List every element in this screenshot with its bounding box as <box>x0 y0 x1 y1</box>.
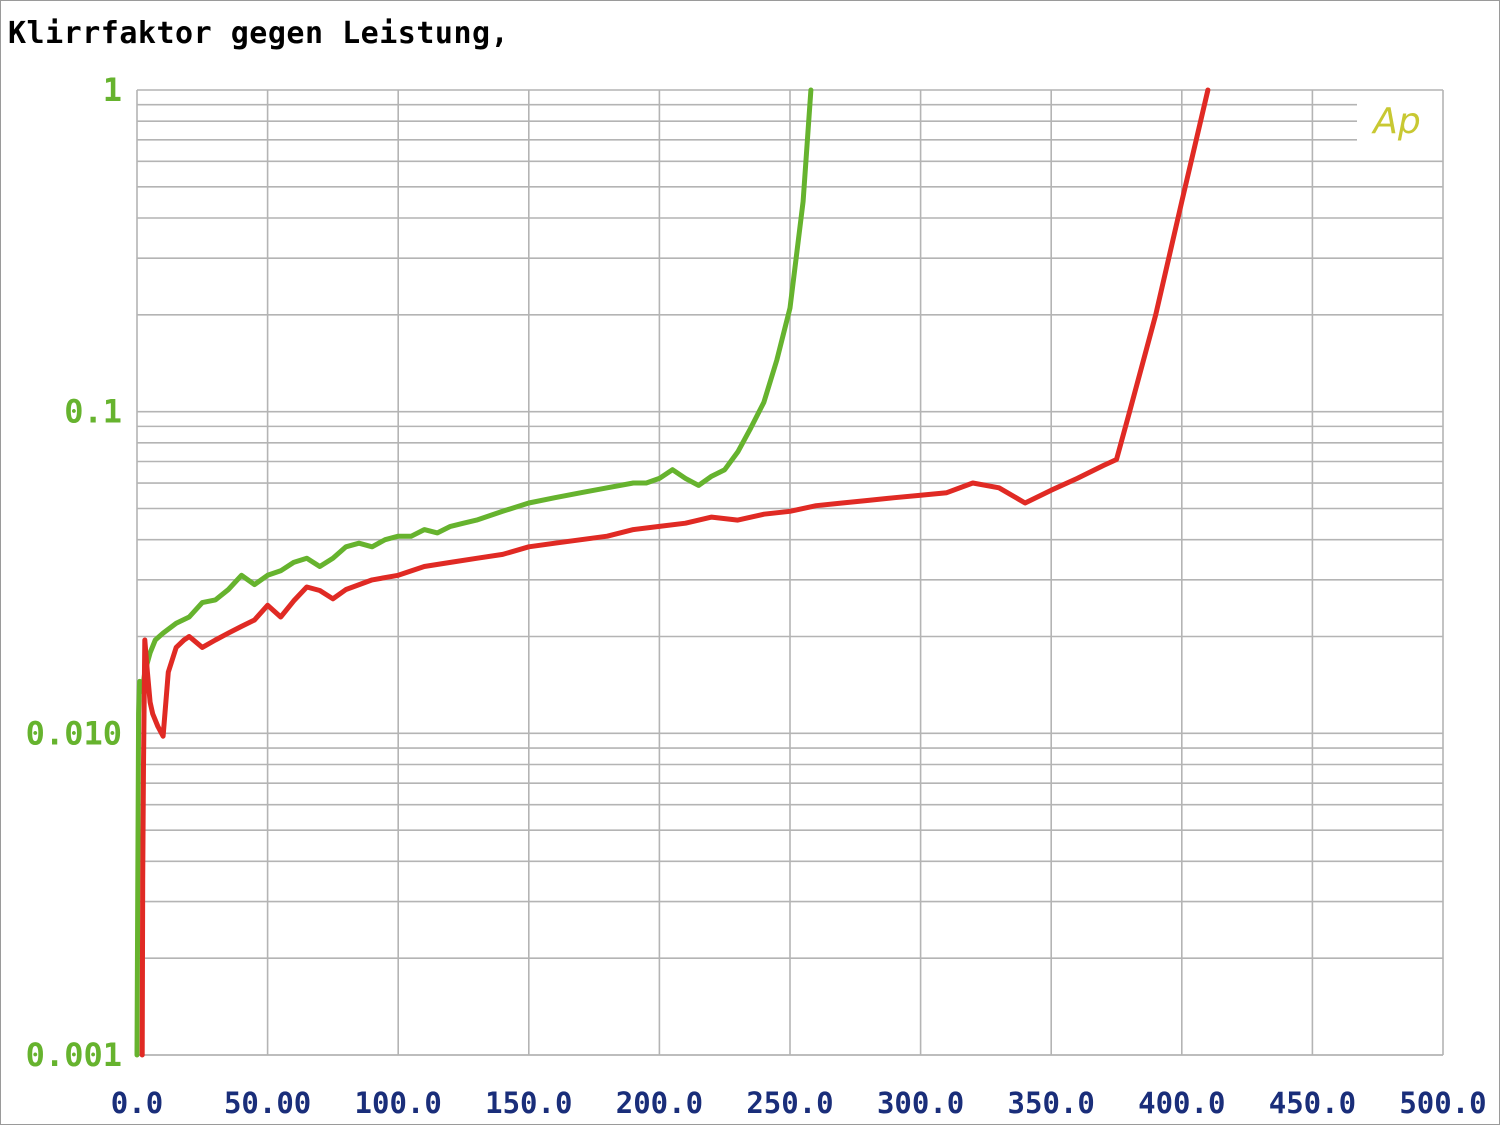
x-tick-label: 0.0 <box>111 1086 163 1120</box>
x-tick-label: 250.0 <box>746 1086 833 1120</box>
y-tick-label: 1 <box>103 71 122 109</box>
x-tick-label: 400.0 <box>1138 1086 1225 1120</box>
chart-series <box>134 87 1211 1058</box>
y-tick-label: 0.001 <box>26 1036 122 1074</box>
x-tick-label: 300.0 <box>877 1086 964 1120</box>
x-tick-label: 100.0 <box>355 1086 442 1120</box>
x-axis-ticks: 0.0 50.00 100.0 150.0 200.0 250.0 300.0 350.0 40… <box>111 1086 1487 1120</box>
y-tick-label: 0.1 <box>64 393 122 431</box>
x-tick-label: 200.0 <box>616 1086 703 1120</box>
series-line-green <box>134 87 814 1058</box>
y-axis-ticks: 1 0.1 0.010 0.001 <box>26 71 122 1074</box>
chart-grid <box>136 89 1444 1056</box>
x-tick-label: 150.0 <box>485 1086 572 1120</box>
y-tick-label: 0.010 <box>26 714 122 752</box>
x-tick-label: 350.0 <box>1008 1086 1095 1120</box>
chart-title: Klirrfaktor gegen Leistung, <box>8 16 510 51</box>
x-tick-label: 450.0 <box>1269 1086 1356 1120</box>
series-line-red <box>139 87 1211 1058</box>
x-tick-label: 500.0 <box>1399 1086 1486 1120</box>
x-tick-label: 50.00 <box>224 1086 311 1120</box>
ap-logo: Ap <box>1371 101 1420 142</box>
